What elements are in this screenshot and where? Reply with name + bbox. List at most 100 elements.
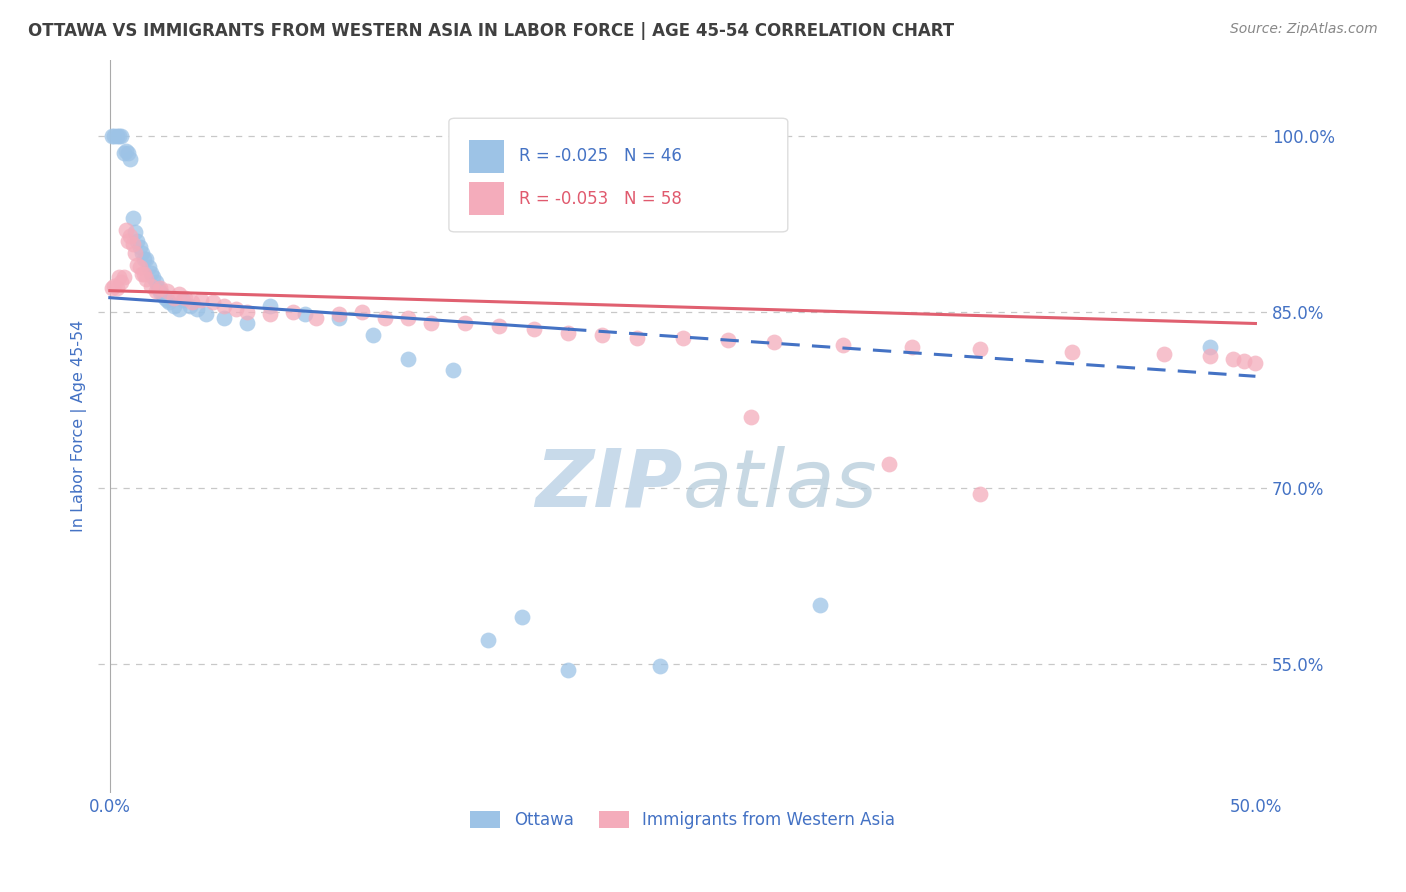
- Point: [626, 330, 648, 344]
- Point: [146, 281, 169, 295]
- Point: [115, 144, 138, 158]
- Point: [557, 663, 579, 677]
- Point: [350, 305, 373, 319]
- Point: [117, 146, 139, 161]
- Point: [139, 279, 162, 293]
- Point: [236, 317, 259, 331]
- Point: [374, 310, 396, 325]
- Point: [145, 276, 167, 290]
- Point: [763, 335, 786, 350]
- Point: [138, 260, 160, 275]
- Point: [281, 305, 304, 319]
- Point: [112, 269, 135, 284]
- Point: [142, 269, 165, 284]
- Point: [152, 288, 174, 302]
- Point: [134, 267, 156, 281]
- Text: R = -0.025   N = 46: R = -0.025 N = 46: [519, 147, 682, 165]
- Point: [108, 128, 131, 143]
- Point: [557, 326, 579, 340]
- Point: [117, 235, 139, 249]
- Point: [156, 293, 179, 307]
- Point: [363, 328, 385, 343]
- Point: [115, 222, 138, 236]
- Text: ZIP: ZIP: [536, 446, 683, 524]
- Point: [396, 310, 419, 325]
- Point: [103, 128, 125, 143]
- Point: [105, 281, 128, 295]
- Point: [149, 281, 172, 295]
- Point: [1233, 354, 1256, 368]
- Point: [174, 291, 197, 305]
- Point: [328, 310, 350, 325]
- FancyBboxPatch shape: [449, 119, 787, 232]
- Point: [110, 128, 132, 143]
- Point: [149, 285, 172, 299]
- Point: [672, 330, 695, 344]
- Point: [157, 295, 180, 310]
- Point: [969, 486, 991, 500]
- Text: atlas: atlas: [683, 446, 877, 524]
- Point: [167, 287, 190, 301]
- Point: [510, 609, 533, 624]
- Point: [135, 272, 157, 286]
- Point: [808, 598, 831, 612]
- Bar: [468, 182, 503, 215]
- Point: [488, 318, 510, 333]
- Point: [120, 153, 142, 167]
- Point: [186, 302, 208, 317]
- Y-axis label: In Labor Force | Age 45-54: In Labor Force | Age 45-54: [72, 320, 87, 533]
- Point: [131, 267, 153, 281]
- Point: [163, 291, 186, 305]
- Point: [101, 281, 124, 295]
- Point: [1244, 356, 1267, 370]
- Point: [591, 328, 613, 343]
- Point: [1198, 340, 1220, 354]
- Text: OTTAWA VS IMMIGRANTS FROM WESTERN ASIA IN LABOR FORCE | AGE 45-54 CORRELATION CH: OTTAWA VS IMMIGRANTS FROM WESTERN ASIA I…: [28, 22, 955, 40]
- Point: [214, 310, 236, 325]
- Text: R = -0.053   N = 58: R = -0.053 N = 58: [519, 190, 682, 208]
- Point: [128, 240, 150, 254]
- Point: [523, 322, 546, 336]
- Point: [112, 146, 135, 161]
- Point: [214, 299, 236, 313]
- Point: [156, 284, 179, 298]
- Point: [259, 299, 281, 313]
- Point: [195, 307, 218, 321]
- Point: [135, 252, 157, 266]
- Point: [128, 260, 150, 275]
- Point: [127, 258, 149, 272]
- Point: [120, 228, 142, 243]
- Point: [131, 246, 153, 260]
- Point: [305, 310, 328, 325]
- Point: [1198, 349, 1220, 363]
- Point: [877, 457, 900, 471]
- Point: [236, 305, 259, 319]
- Legend: Ottawa, Immigrants from Western Asia: Ottawa, Immigrants from Western Asia: [464, 804, 901, 836]
- Point: [105, 128, 128, 143]
- Point: [127, 235, 149, 249]
- Point: [121, 236, 143, 251]
- Point: [328, 307, 350, 321]
- Point: [1222, 351, 1244, 366]
- Point: [179, 299, 201, 313]
- Point: [1062, 344, 1084, 359]
- Point: [1153, 347, 1175, 361]
- Point: [153, 291, 176, 305]
- Point: [443, 363, 465, 377]
- Point: [832, 337, 855, 351]
- Bar: [468, 140, 503, 173]
- Point: [969, 343, 991, 357]
- Point: [121, 211, 143, 225]
- Point: [163, 299, 186, 313]
- Point: [124, 246, 146, 260]
- Point: [124, 225, 146, 239]
- Point: [396, 351, 419, 366]
- Point: [294, 307, 316, 321]
- Point: [108, 269, 131, 284]
- Point: [900, 340, 922, 354]
- Point: [225, 302, 247, 317]
- Point: [103, 279, 125, 293]
- Point: [717, 333, 740, 347]
- Point: [139, 266, 162, 280]
- Point: [145, 284, 167, 298]
